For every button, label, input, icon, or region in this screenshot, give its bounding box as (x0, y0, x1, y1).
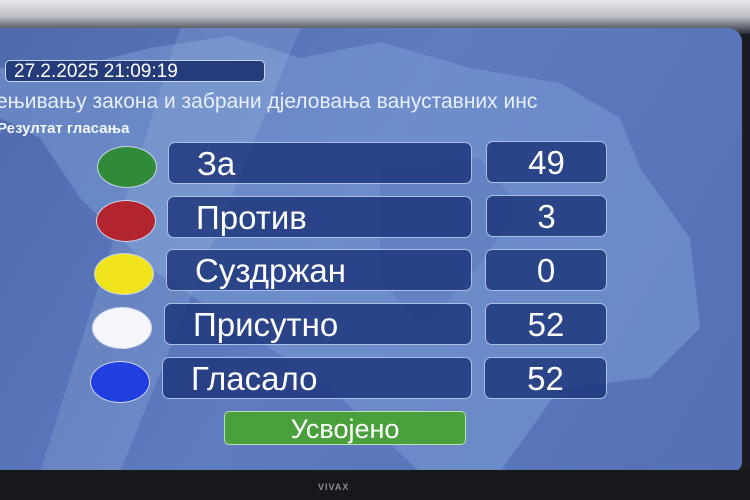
result-label: Гласало (162, 357, 472, 399)
red-indicator-icon (96, 200, 156, 242)
datetime-display: 27.2.2025 21:09:19 (5, 60, 265, 82)
tv-screen: 27.2.2025 21:09:19 ењивању закона и забр… (0, 28, 742, 472)
result-value: 3 (486, 195, 607, 237)
result-value: 52 (484, 357, 607, 399)
results-heading: Резултат гласања (0, 120, 130, 137)
outcome-badge: Усвојено (224, 411, 466, 445)
result-label: За (168, 142, 472, 184)
tv-brand-logo: VIVAX (318, 482, 350, 492)
blue-indicator-icon (90, 361, 150, 403)
result-value: 52 (485, 303, 607, 345)
green-indicator-icon (97, 146, 157, 188)
tv-bezel-bottom (0, 470, 750, 500)
yellow-indicator-icon (94, 253, 154, 295)
result-value: 0 (485, 249, 607, 291)
agenda-title: ењивању закона и забрани дјеловања ванус… (0, 90, 538, 113)
result-label: Суздржан (166, 249, 472, 291)
white-indicator-icon (92, 307, 152, 349)
result-label: Присутно (164, 303, 472, 345)
result-label: Против (167, 196, 472, 238)
result-value: 49 (486, 141, 607, 183)
